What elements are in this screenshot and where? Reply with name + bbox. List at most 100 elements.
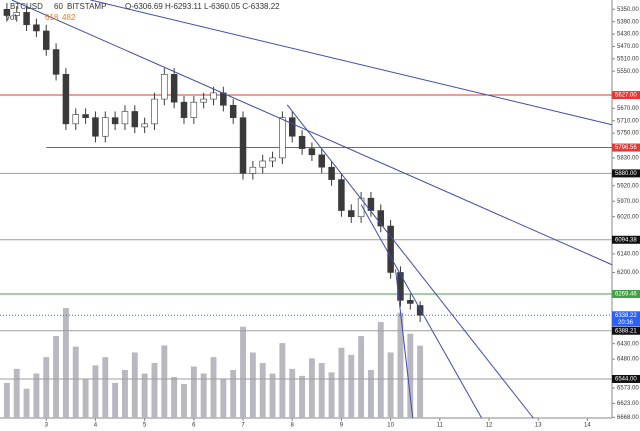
y-tick-label: 6200.00 [617,270,639,276]
candle-body [33,24,40,32]
ohlc: O-6306.69 H-6293.11 L-6360.05 C-6338.22 [125,2,280,11]
volume-bar [102,357,109,418]
x-tick-label: 4 [94,423,98,429]
volume-bar [131,352,138,418]
candle-body [62,74,70,125]
candle-body [92,117,99,137]
volume-bar [3,382,10,418]
volume-bar [348,354,355,418]
y-tick-label: 5510.00 [617,56,639,62]
volume-bar [269,373,276,418]
candle-body [279,117,286,159]
volume-bar [72,346,79,418]
y-tick-label: 5430.00 [617,32,639,38]
volume-bar [417,345,424,418]
exchange: BITSTAMP [67,2,106,11]
volume-bar [279,343,286,418]
last-price-tag [612,311,640,327]
y-tick-label: 5470.00 [617,44,639,50]
volume-bar [181,384,187,418]
x-tick-label: 7 [241,423,245,429]
candle-body [111,117,119,125]
y-tick-label: 6668.00 [617,415,639,421]
volume-value: 618 [45,13,59,22]
level-tag [612,374,640,383]
trend-line [90,0,613,126]
volume-bar [62,308,69,418]
candle-body [407,300,414,304]
trend-line [360,204,483,419]
candle-body [298,135,306,149]
level-label: 6094.38 [615,237,637,243]
candle-body [151,98,158,125]
y-tick-label: 6623.00 [617,401,639,407]
volume-bar [299,375,306,418]
level-tag [612,289,640,298]
candle-body [161,74,168,100]
candle-body [338,179,345,211]
y-tick-label: 6020.00 [617,214,639,220]
y-tick-label: 6480.00 [617,357,639,363]
candle-body [180,101,188,118]
trend-line [286,104,534,419]
candle-body [377,210,385,227]
volume-bar [23,388,30,418]
y-tick-label: 5670.00 [617,106,639,112]
x-tick-label: 14 [584,423,591,429]
y-tick-label: 5390.00 [617,19,639,25]
y-tick-label: 5970.00 [617,199,639,205]
candle-body [269,157,276,162]
volume-bar [387,352,394,418]
candle-body [141,123,148,128]
volume-bar [328,372,335,418]
level-tag [612,91,640,100]
volume-bar [190,366,197,418]
volume-bar [397,312,404,418]
candle-body [387,225,394,273]
volume-avg: 482 [62,13,76,22]
volume-bar [308,358,315,418]
candle-body [259,160,266,168]
y-tick-label: 5830.00 [617,155,639,161]
level-label: 6544.00 [615,377,637,383]
last-price-label: 6338.22 [615,313,637,319]
volume-bar [407,333,414,418]
candle-body [308,148,316,156]
y-tick-label: 5550.00 [617,69,639,75]
candle-body [82,114,89,118]
candle-body [190,101,198,118]
symbol: BTCUSD [10,2,43,11]
candle-body [42,30,50,50]
volume-bar [92,365,99,418]
volume-bar [53,336,60,418]
candle-body [200,98,207,103]
volume-label: Vol [5,13,16,22]
y-tick-label: 5710.00 [617,118,639,124]
volume-bar [240,326,246,418]
candle-body [72,114,80,125]
x-tick-label: 8 [291,423,295,429]
volume-bar [122,370,128,418]
countdown: 20:36 [618,320,634,326]
candle-body [13,12,20,16]
level-tag [612,143,640,152]
level-label: 6269.46 [615,292,637,298]
candle-body [170,74,178,103]
y-tick-label: 6140.00 [617,251,639,257]
volume-bar [367,370,374,418]
volume-bar [161,345,168,418]
volume-bar [210,357,217,418]
volume-bar [33,373,40,418]
volume-bar [318,363,325,418]
y-tick-label: 5350.00 [617,7,639,13]
volume-bar [249,352,256,418]
x-tick-label: 6 [192,423,196,429]
candle-body [102,117,109,137]
candle-body [121,111,129,125]
x-tick-label: 9 [340,423,344,429]
candle-body [3,8,11,16]
level-label: 6388.21 [615,328,637,334]
level-label: 5880.00 [615,171,637,177]
x-tick-label: 10 [387,423,394,429]
plot [0,0,615,421]
